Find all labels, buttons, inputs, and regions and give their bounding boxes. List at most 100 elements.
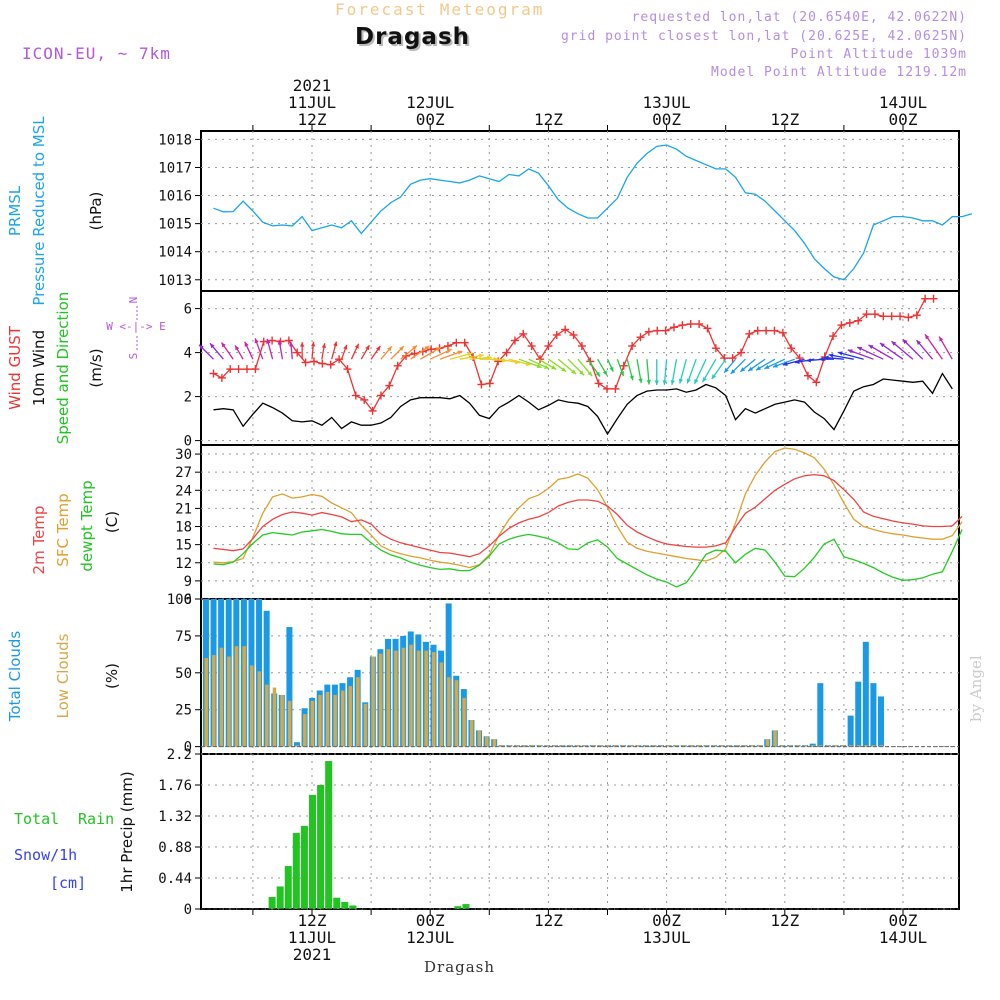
low-cloud-bar <box>879 745 883 747</box>
gust-marker <box>234 365 243 374</box>
rain-bar <box>317 785 325 909</box>
gust-marker <box>745 329 754 338</box>
gust-marker <box>736 348 745 357</box>
ytick-label: 4 <box>184 346 192 362</box>
wind-arrowhead <box>724 367 729 373</box>
low-cloud-bar <box>750 745 755 747</box>
low-cloud-bar <box>659 745 664 747</box>
low-cloud-bar <box>287 700 292 747</box>
total-cloud-bar <box>286 627 293 747</box>
ytick-label: 6 <box>184 302 192 318</box>
low-cloud-bar <box>765 739 770 747</box>
wind-arrowhead <box>310 341 316 347</box>
low-cloud-bar <box>416 650 421 747</box>
low-cloud-bar <box>386 649 390 747</box>
wind-arrowhead <box>764 364 770 369</box>
wind-arrowhead <box>939 336 944 342</box>
gust-marker <box>376 391 385 400</box>
gust-marker <box>778 328 787 337</box>
ytick-label: 1017 <box>158 160 192 176</box>
wind-arrowhead <box>561 367 567 372</box>
legend-snow-unit: [cm] <box>50 874 86 892</box>
gust-marker <box>611 384 620 393</box>
gust-marker <box>762 326 771 335</box>
wind-10m-ylabel: 10m Wind <box>30 330 48 406</box>
gust-marker <box>845 318 854 327</box>
wind-arrowhead <box>654 380 659 385</box>
wind-arrowhead <box>544 364 550 369</box>
low-clouds-ylabel: Low Clouds <box>54 633 72 718</box>
gust-marker <box>552 331 561 339</box>
wind-arrowhead <box>210 343 215 349</box>
total-cloud-bar <box>293 742 300 747</box>
wind-arrowhead <box>244 341 249 347</box>
gust-marker <box>695 320 704 328</box>
gust-marker <box>661 326 670 335</box>
low-cloud-bar <box>856 745 861 747</box>
low-cloud-bar <box>705 745 709 747</box>
wind-arrowhead <box>891 341 897 346</box>
wind-arrowhead <box>376 345 381 351</box>
gust-marker <box>879 312 888 321</box>
ytick-label: 2.2 <box>167 747 192 763</box>
wind-arrowhead <box>571 369 576 375</box>
pressure-ylabel-2: Pressure Reduced to MSL <box>30 116 48 306</box>
total-cloud-bar <box>862 641 869 747</box>
gust-marker <box>628 342 637 350</box>
compass-n: N <box>127 297 140 304</box>
top-time-label: 00Z <box>889 110 918 129</box>
wind-gust-ylabel: Wind GUST <box>6 325 24 410</box>
top-time-label: 00Z <box>416 110 445 129</box>
low-cloud-bar <box>773 730 777 747</box>
wind-arrowhead <box>199 344 204 350</box>
wind-arrow <box>924 334 943 360</box>
low-cloud-bar <box>219 647 224 747</box>
wind-arrowhead <box>755 366 761 371</box>
low-cloud-bar <box>401 647 406 747</box>
wind-speed-line <box>213 372 953 436</box>
gust-marker <box>887 312 896 321</box>
wind-unit: (m/s) <box>87 348 105 387</box>
dewpt-ylabel: dewpt Temp <box>78 480 96 571</box>
wind-arrowhead <box>587 371 593 377</box>
total-cloud-bar <box>847 715 854 747</box>
low-cloud-bar <box>234 646 239 747</box>
gust-marker <box>577 342 586 350</box>
total-cloud-bar <box>817 683 824 747</box>
total-cloud-bar <box>263 610 270 747</box>
ytick-label: 0 <box>184 740 192 756</box>
bottom-time-label: 12Z <box>770 911 799 930</box>
low-cloud-bar <box>667 745 671 747</box>
gust-marker <box>217 373 226 382</box>
cloud-unit: (%) <box>103 663 121 689</box>
low-cloud-bar <box>682 745 686 747</box>
wind-arrowhead <box>772 363 778 368</box>
low-cloud-bar <box>651 745 656 747</box>
low-cloud-bar <box>864 745 868 747</box>
low-cloud-bar <box>530 745 535 747</box>
gust-marker <box>368 406 377 415</box>
gust-marker <box>711 344 720 353</box>
low-cloud-bar <box>242 646 246 747</box>
wind-arrowhead <box>478 353 484 358</box>
low-cloud-bar <box>833 745 838 747</box>
top-time-label: 12Z <box>770 110 799 129</box>
low-cloud-bar <box>826 745 830 747</box>
wind-arrowhead <box>686 378 691 384</box>
wind-arrowhead <box>837 351 843 356</box>
wind-arrowhead <box>782 361 788 366</box>
pressure-unit: (hPa) <box>87 192 105 231</box>
wind-arrowhead <box>609 366 614 372</box>
gust-marker <box>402 351 411 360</box>
low-cloud-bar <box>249 665 254 747</box>
wind-arrowhead <box>277 339 282 345</box>
ytick-label: 1.76 <box>158 778 192 794</box>
model-name: ICON-EU, ~ 7km <box>22 44 171 63</box>
ytick-label: 24 <box>175 483 192 499</box>
rain-bar <box>300 825 308 909</box>
gust-marker <box>770 326 779 335</box>
gust-marker <box>242 365 251 374</box>
ytick-label: 27 <box>175 465 192 481</box>
